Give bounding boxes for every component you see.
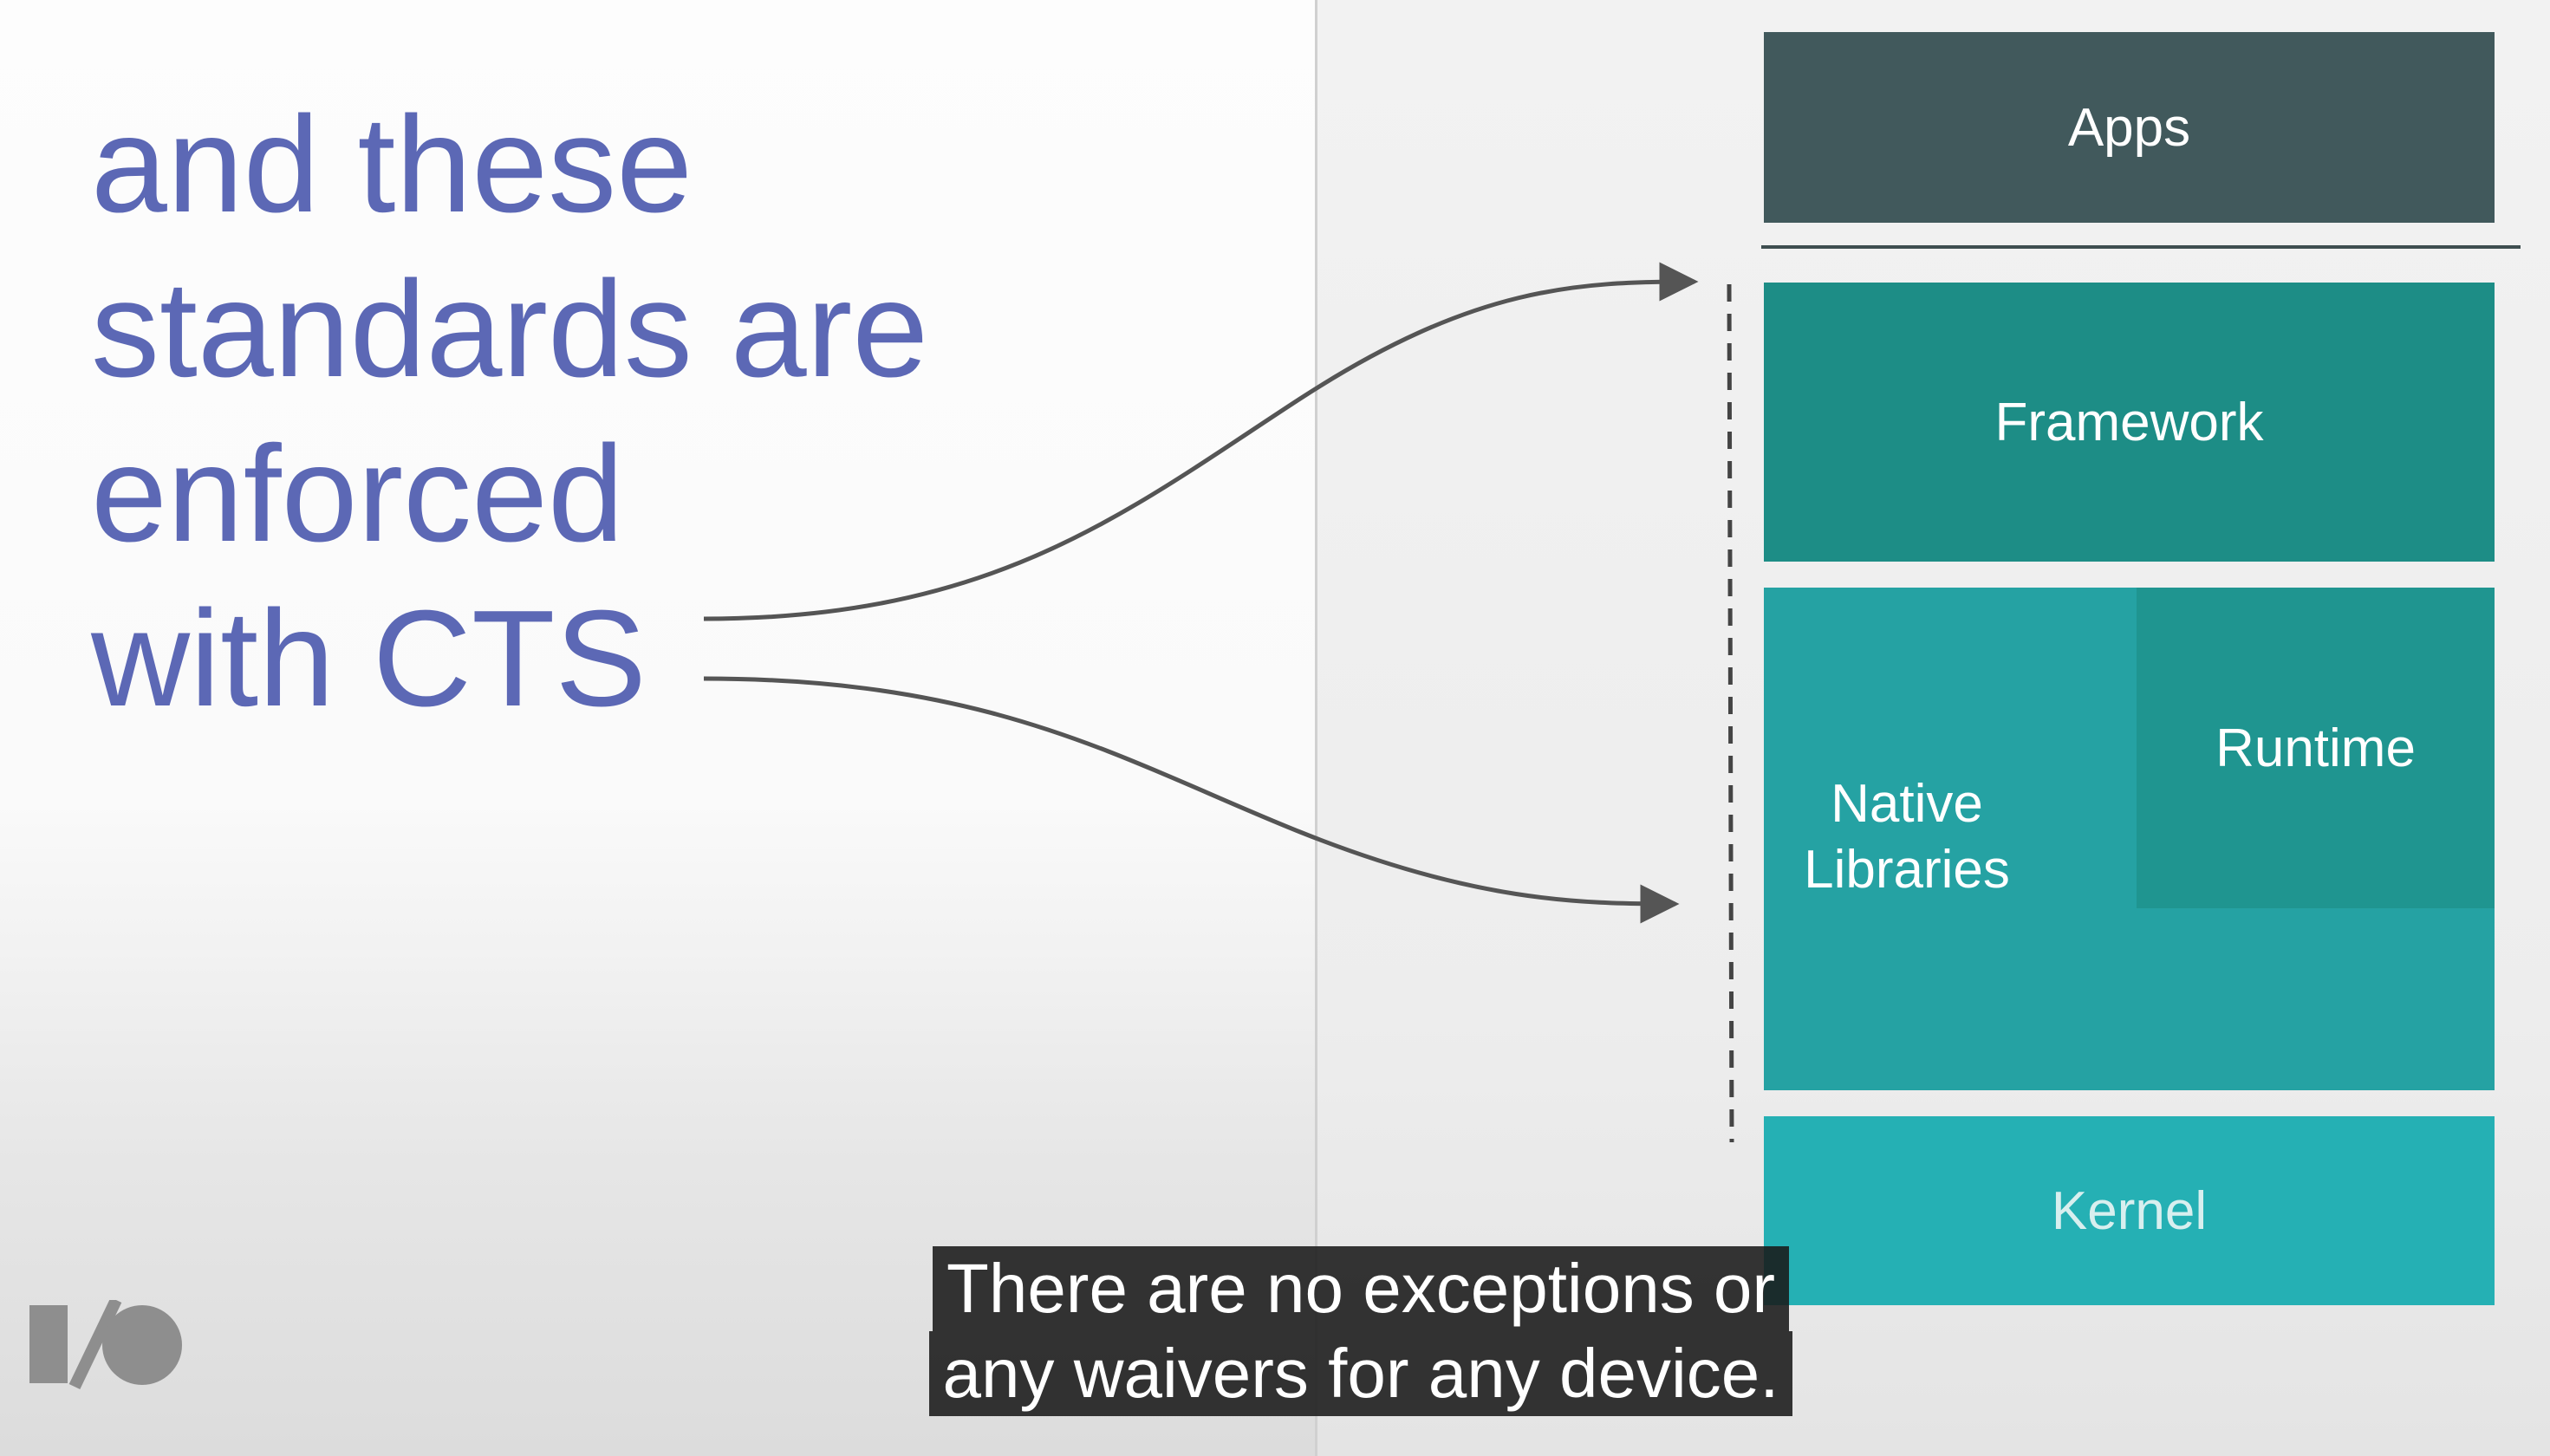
runtime-label: Runtime [2215,718,2416,778]
stack-framework-block: Framework [1764,283,2495,562]
apps-separator-rule [1761,245,2521,249]
heading-line-2: standards are [91,253,929,406]
stack-runtime-block: Runtime [2137,588,2495,908]
heading-line-4: with CTS [91,582,647,735]
slide-heading: and these standards are enforced with CT… [91,82,1218,741]
dashed-boundary-line [1727,283,1734,1143]
stack-apps-block: Apps [1764,32,2495,223]
heading-line-3: enforced [91,418,624,570]
slide-divider [1315,0,1317,1456]
stack-kernel-block: Kernel [1764,1116,2495,1305]
apps-label: Apps [2067,97,2191,158]
arrow-upper [703,262,1699,621]
kernel-label: Kernel [2051,1180,2208,1241]
native-libraries-label: Native Libraries [1786,771,2028,903]
video-caption: There are no exceptions or any waivers f… [910,1246,1812,1416]
google-io-logo-icon [29,1300,182,1390]
arrow-lower [703,676,1680,924]
native-label-line-2: Libraries [1804,840,2010,900]
caption-line-2: any waivers for any device. [928,1331,1793,1416]
native-label-line-1: Native [1831,774,1983,834]
caption-line-1: There are no exceptions or [932,1246,1790,1331]
heading-line-1: and these [91,88,693,241]
slide-left-panel [0,0,1316,1456]
framework-label: Framework [1994,392,2264,452]
